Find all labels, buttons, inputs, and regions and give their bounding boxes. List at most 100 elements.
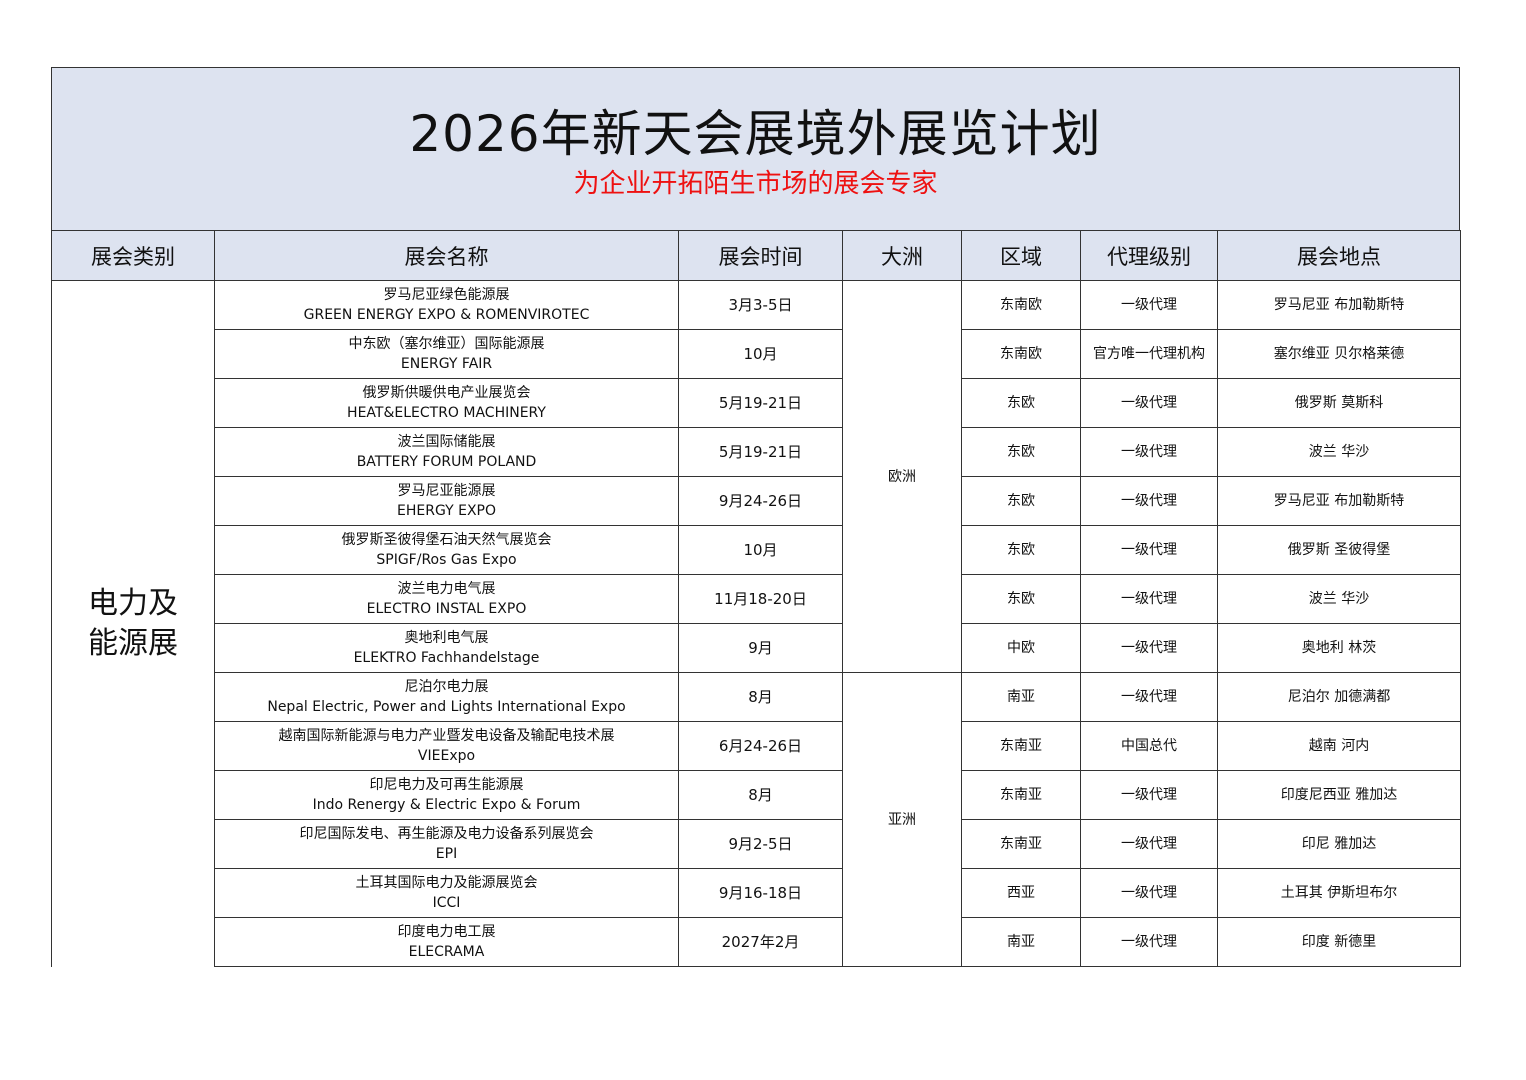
table-row: 波兰国际储能展 BATTERY FORUM POLAND 5月19-21日 东欧… <box>52 427 1461 477</box>
exhibition-name-cell: 奥地利电气展 ELEKTRO Fachhandelstage <box>214 623 679 673</box>
agent-level: 一级代理 <box>1080 623 1218 673</box>
exhibition-region: 东欧 <box>961 476 1081 526</box>
header-date: 展会时间 <box>678 230 843 281</box>
agent-level: 一级代理 <box>1080 574 1218 624</box>
exhibition-date: 5月19-21日 <box>678 378 843 428</box>
exhibition-name-cell: 俄罗斯圣彼得堡石油天然气展览会 SPIGF/Ros Gas Expo <box>214 525 679 575</box>
exhibition-date: 3月3-5日 <box>678 280 843 330</box>
exhibition-name-en: ELECTRO INSTAL EXPO <box>366 601 527 617</box>
agent-level: 一级代理 <box>1080 819 1218 869</box>
exhibition-region: 东欧 <box>961 525 1081 575</box>
exhibition-region: 东欧 <box>961 378 1081 428</box>
header-name: 展会名称 <box>214 230 679 281</box>
exhibition-date: 8月 <box>678 672 843 722</box>
exhibition-location: 尼泊尔 加德满都 <box>1217 672 1461 722</box>
exhibition-date: 5月19-21日 <box>678 427 843 477</box>
exhibition-name-en: EHERGY EXPO <box>397 503 496 519</box>
table-row: 俄罗斯供暖供电产业展览会 HEAT&ELECTRO MACHINERY 5月19… <box>52 378 1461 428</box>
exhibition-date: 8月 <box>678 770 843 820</box>
exhibition-name-cell: 印度电力电工展 ELECRAMA <box>214 917 679 967</box>
exhibition-name-en: EPI <box>435 846 458 862</box>
table-row: 印度电力电工展 ELECRAMA 2027年2月 南亚 一级代理 印度 新德里 <box>52 917 1461 967</box>
table-body: 电力及 能源展 罗马尼亚绿色能源展 GREEN ENERGY EXPO & RO… <box>51 280 1461 967</box>
exhibition-region: 东南欧 <box>961 329 1081 379</box>
table-row: 波兰电力电气展 ELECTRO INSTAL EXPO 11月18-20日 东欧… <box>52 574 1461 624</box>
exhibition-name-cell: 波兰国际储能展 BATTERY FORUM POLAND <box>214 427 679 477</box>
category-cell: 电力及 能源展 <box>51 280 215 967</box>
exhibition-location: 土耳其 伊斯坦布尔 <box>1217 868 1461 918</box>
agent-level: 一级代理 <box>1080 525 1218 575</box>
exhibition-location: 印度 新德里 <box>1217 917 1461 967</box>
exhibition-date: 10月 <box>678 329 843 379</box>
exhibition-location: 塞尔维亚 贝尔格莱德 <box>1217 329 1461 379</box>
exhibition-location: 越南 河内 <box>1217 721 1461 771</box>
exhibition-name-zh: 罗马尼亚绿色能源展 <box>383 287 510 303</box>
header-category: 展会类别 <box>51 230 215 281</box>
exhibition-name-zh: 尼泊尔电力展 <box>404 679 489 695</box>
agent-level: 一级代理 <box>1080 770 1218 820</box>
title-banner: 2026年新天会展境外展览计划 为企业开拓陌生市场的展会专家 <box>51 67 1460 230</box>
exhibition-name-zh: 奥地利电气展 <box>404 630 489 646</box>
exhibition-plan-sheet: 2026年新天会展境外展览计划 为企业开拓陌生市场的展会专家 展会类别 展会名称… <box>51 67 1461 967</box>
exhibition-location: 罗马尼亚 布加勒斯特 <box>1217 476 1461 526</box>
table-row: 电力及 能源展 罗马尼亚绿色能源展 GREEN ENERGY EXPO & RO… <box>51 280 1461 967</box>
exhibition-name-zh: 印尼国际发电、再生能源及电力设备系列展览会 <box>299 826 594 842</box>
exhibition-name-zh: 波兰电力电气展 <box>397 581 496 597</box>
exhibition-name-zh: 俄罗斯圣彼得堡石油天然气展览会 <box>341 532 552 548</box>
exhibition-name-cell: 印尼电力及可再生能源展 Indo Renergy & Electric Expo… <box>214 770 679 820</box>
exhibition-name-cell: 波兰电力电气展 ELECTRO INSTAL EXPO <box>214 574 679 624</box>
exhibition-name-en: Nepal Electric, Power and Lights Interna… <box>267 699 626 715</box>
exhibition-region: 东南欧 <box>961 280 1081 330</box>
agent-level: 一级代理 <box>1080 476 1218 526</box>
exhibition-name-zh: 中东欧（塞尔维亚）国际能源展 <box>348 336 545 352</box>
exhibition-region: 东南亚 <box>961 819 1081 869</box>
exhibition-table: 展会类别 展会名称 展会时间 大洲 区域 代理级别 展会地点 电力及 能源展 罗… <box>51 230 1461 967</box>
agent-level: 一级代理 <box>1080 672 1218 722</box>
agent-level: 中国总代 <box>1080 721 1218 771</box>
exhibition-date: 10月 <box>678 525 843 575</box>
exhibition-location: 俄罗斯 圣彼得堡 <box>1217 525 1461 575</box>
exhibition-date: 9月24-26日 <box>678 476 843 526</box>
page-subtitle: 为企业开拓陌生市场的展会专家 <box>573 169 938 199</box>
exhibition-date: 6月24-26日 <box>678 721 843 771</box>
table-row: 俄罗斯圣彼得堡石油天然气展览会 SPIGF/Ros Gas Expo 10月 东… <box>52 525 1461 575</box>
exhibition-name-cell: 尼泊尔电力展 Nepal Electric, Power and Lights … <box>214 672 679 722</box>
exhibition-name-en: SPIGF/Ros Gas Expo <box>376 552 517 568</box>
exhibition-location: 印尼 雅加达 <box>1217 819 1461 869</box>
header-region: 区域 <box>961 230 1081 281</box>
exhibition-region: 东欧 <box>961 574 1081 624</box>
table-header-row: 展会类别 展会名称 展会时间 大洲 区域 代理级别 展会地点 <box>51 230 1461 281</box>
exhibition-location: 俄罗斯 莫斯科 <box>1217 378 1461 428</box>
agent-level: 一级代理 <box>1080 868 1218 918</box>
category-label: 电力及 能源展 <box>88 585 178 661</box>
table-row: 中东欧（塞尔维亚）国际能源展 ENERGY FAIR 10月 东南欧 官方唯一代… <box>52 329 1461 379</box>
exhibition-date: 9月16-18日 <box>678 868 843 918</box>
exhibition-name-cell: 越南国际新能源与电力产业暨发电设备及输配电技术展 VIEExpo <box>214 721 679 771</box>
exhibition-name-zh: 俄罗斯供暖供电产业展览会 <box>362 385 531 401</box>
exhibition-name-cell: 罗马尼亚能源展 EHERGY EXPO <box>214 476 679 526</box>
exhibition-location: 罗马尼亚 布加勒斯特 <box>1217 280 1461 330</box>
table-row: 土耳其国际电力及能源展览会 ICCI 9月16-18日 西亚 一级代理 土耳其 … <box>52 868 1461 918</box>
exhibition-name-en: Indo Renergy & Electric Expo & Forum <box>312 797 581 813</box>
exhibition-name-zh: 土耳其国际电力及能源展览会 <box>355 875 538 891</box>
exhibition-region: 东欧 <box>961 427 1081 477</box>
agent-level: 官方唯一代理机构 <box>1080 329 1218 379</box>
exhibition-location: 波兰 华沙 <box>1217 574 1461 624</box>
exhibition-name-cell: 中东欧（塞尔维亚）国际能源展 ENERGY FAIR <box>214 329 679 379</box>
exhibition-name-cell: 俄罗斯供暖供电产业展览会 HEAT&ELECTRO MACHINERY <box>214 378 679 428</box>
exhibition-name-zh: 波兰国际储能展 <box>397 434 496 450</box>
table-row: 越南国际新能源与电力产业暨发电设备及输配电技术展 VIEExpo 6月24-26… <box>52 721 1461 771</box>
exhibition-name-zh: 越南国际新能源与电力产业暨发电设备及输配电技术展 <box>278 728 615 744</box>
agent-level: 一级代理 <box>1080 427 1218 477</box>
agent-level: 一级代理 <box>1080 280 1218 330</box>
header-location: 展会地点 <box>1217 230 1461 281</box>
exhibition-name-zh: 印度电力电工展 <box>397 924 496 940</box>
exhibition-region: 南亚 <box>961 672 1081 722</box>
exhibition-name-en: ICCI <box>432 895 461 911</box>
exhibition-date: 9月 <box>678 623 843 673</box>
exhibition-name-en: VIEExpo <box>417 748 476 764</box>
exhibition-region: 东南亚 <box>961 721 1081 771</box>
exhibition-region: 南亚 <box>961 917 1081 967</box>
exhibition-location: 波兰 华沙 <box>1217 427 1461 477</box>
table-row: 印尼电力及可再生能源展 Indo Renergy & Electric Expo… <box>52 770 1461 820</box>
